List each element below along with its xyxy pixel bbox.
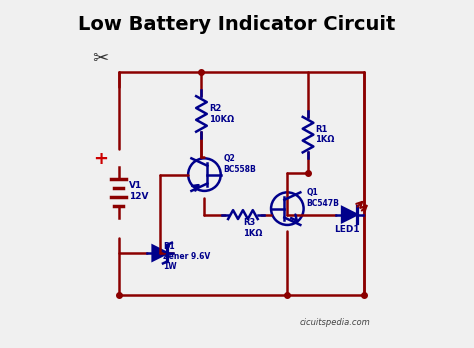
- Polygon shape: [153, 246, 167, 260]
- Text: R1
1KΩ: R1 1KΩ: [316, 125, 335, 144]
- Text: R3
1KΩ: R3 1KΩ: [243, 218, 262, 238]
- Polygon shape: [342, 207, 357, 222]
- Text: Q2
BC558B: Q2 BC558B: [224, 154, 256, 174]
- Text: cicuitspedia.com: cicuitspedia.com: [300, 318, 370, 327]
- Title: Low Battery Indicator Circuit: Low Battery Indicator Circuit: [78, 15, 396, 34]
- Text: V1
12V: V1 12V: [129, 181, 148, 200]
- Text: +: +: [93, 150, 109, 168]
- Text: R2
10KΩ: R2 10KΩ: [209, 104, 234, 124]
- Text: Q1
BC547B: Q1 BC547B: [307, 188, 339, 208]
- Text: LED1: LED1: [334, 226, 359, 234]
- Text: ✂: ✂: [92, 49, 108, 68]
- Text: D1
Zener 9.6V
1W: D1 Zener 9.6V 1W: [163, 242, 210, 271]
